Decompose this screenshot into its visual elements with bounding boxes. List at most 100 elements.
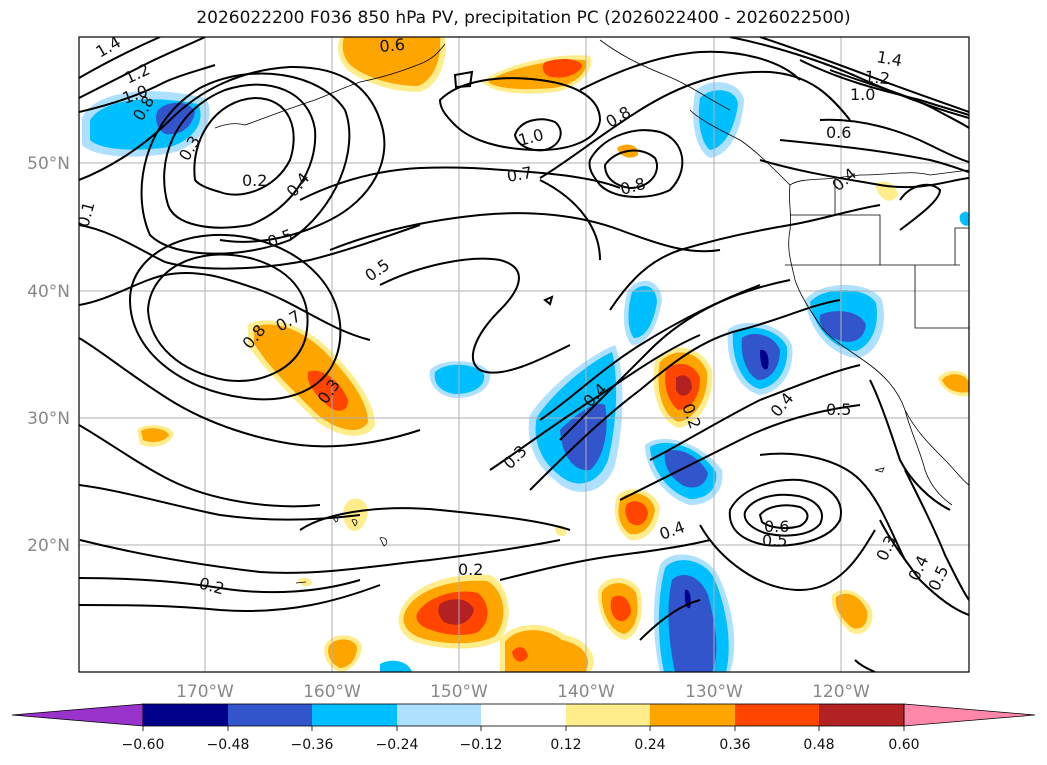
contour-line — [729, 37, 969, 119]
contour-line — [79, 584, 381, 612]
contour-line — [879, 519, 969, 616]
colorbar-bin — [312, 704, 397, 726]
colorbar-tick-label: 0.48 — [803, 737, 834, 753]
contour-line — [513, 118, 562, 152]
contour-line — [379, 257, 571, 374]
contour-label: 0.2 — [458, 560, 483, 579]
coastline — [790, 214, 881, 265]
map-background — [79, 37, 969, 672]
pv-contours — [79, 37, 969, 672]
contour-line — [579, 50, 801, 91]
contour-label: 0.2 — [242, 171, 267, 190]
longitude-labels: 170°W 160°W 150°W 140°W 130°W 120°W — [176, 682, 870, 702]
colorbar-bin — [566, 704, 650, 726]
contour-line — [79, 64, 216, 113]
lon-label: 160°W — [303, 682, 361, 702]
contour-line — [79, 539, 561, 574]
lat-label: 40°N — [27, 282, 70, 302]
colorbar-bin — [228, 704, 312, 726]
contour-line — [759, 452, 906, 561]
contour-label: 1.0 — [850, 85, 875, 104]
contour-label: 1.2 — [864, 67, 891, 88]
coastline — [689, 109, 791, 186]
colorbar-bin — [143, 704, 228, 726]
contour-line — [543, 295, 554, 306]
lon-label: 170°W — [176, 682, 234, 702]
lat-label: 30°N — [27, 409, 70, 429]
precip-blob — [610, 595, 631, 622]
colorbar-tick-label: −0.48 — [207, 737, 250, 753]
contour-line — [140, 72, 351, 255]
coastline — [351, 519, 358, 527]
contour-label: 0.5 — [762, 531, 787, 550]
contour-label: 0.6 — [379, 35, 406, 56]
precip-blob — [141, 428, 169, 443]
contour-line — [79, 577, 361, 594]
contour-line — [499, 539, 711, 581]
contour-line — [649, 364, 861, 461]
coastline — [914, 265, 969, 329]
contour-line — [854, 659, 876, 672]
contour-line — [79, 65, 386, 243]
coastline — [904, 409, 953, 506]
coastline — [295, 581, 307, 584]
contour-line — [539, 179, 601, 261]
contour-line — [529, 299, 841, 491]
contour-line — [869, 379, 951, 511]
contour-line — [79, 484, 361, 521]
contour-line — [453, 70, 474, 89]
contour-line — [639, 599, 701, 641]
coastline — [244, 81, 361, 126]
contour-line — [779, 139, 969, 173]
contour-line — [758, 504, 809, 530]
colorbar-tick-label: −0.60 — [122, 737, 165, 753]
contour-line — [728, 478, 842, 547]
precip-blob — [959, 211, 969, 226]
coastline — [379, 537, 388, 547]
contour-line — [163, 83, 317, 229]
contour-line — [759, 159, 969, 189]
precip-blob — [438, 599, 474, 625]
colorbar-tick-label: 0.36 — [719, 737, 750, 753]
contour-line — [79, 224, 421, 270]
coastline — [789, 169, 969, 186]
precip-blob — [328, 639, 357, 668]
map-content: 1.4 1.2 1.0 0.8 0.3 0.2 0.4 0.5 0.8 0.7 … — [79, 35, 969, 672]
coastline — [954, 227, 969, 265]
contour-line — [438, 77, 602, 152]
contour-line — [329, 212, 721, 253]
precip-blob — [668, 575, 717, 672]
precip-blob — [625, 501, 648, 526]
contour-line — [79, 37, 206, 99]
contour-line — [759, 37, 969, 113]
lon-label: 150°W — [430, 682, 488, 702]
coastline — [214, 123, 246, 129]
contour-line — [489, 334, 701, 471]
precip-positive-areas — [137, 37, 969, 672]
precip-blob — [698, 90, 738, 150]
colorbar-tickmarks — [142, 726, 905, 731]
plot-title: 2026022200 F036 850 hPa PV, precipitatio… — [196, 8, 851, 28]
contour-label: 0.6 — [826, 123, 851, 142]
colorbar-tick-label: −0.12 — [460, 737, 503, 753]
colorbar-bin — [650, 704, 735, 726]
colorbar-frame — [142, 703, 905, 727]
contour-label: 0.6 — [764, 517, 789, 536]
contour-line — [699, 524, 876, 592]
coastlines — [214, 39, 969, 584]
precip-blob — [342, 37, 441, 86]
colorbar: −0.60 −0.48 −0.36 −0.24 −0.12 0.12 0.24 … — [11, 703, 1036, 753]
colorbar-bin — [397, 704, 481, 726]
contour-line — [146, 253, 309, 382]
colorbar-tick-label: 0.24 — [634, 737, 665, 753]
contour-line — [79, 271, 371, 341]
contour-line — [603, 149, 658, 190]
contour-line — [819, 118, 969, 163]
contour-line — [743, 493, 823, 537]
contour-line — [299, 507, 571, 531]
lat-label: 50°N — [27, 154, 70, 174]
contour-line — [899, 183, 942, 231]
contour-line — [193, 96, 295, 196]
contour-line — [128, 233, 342, 401]
